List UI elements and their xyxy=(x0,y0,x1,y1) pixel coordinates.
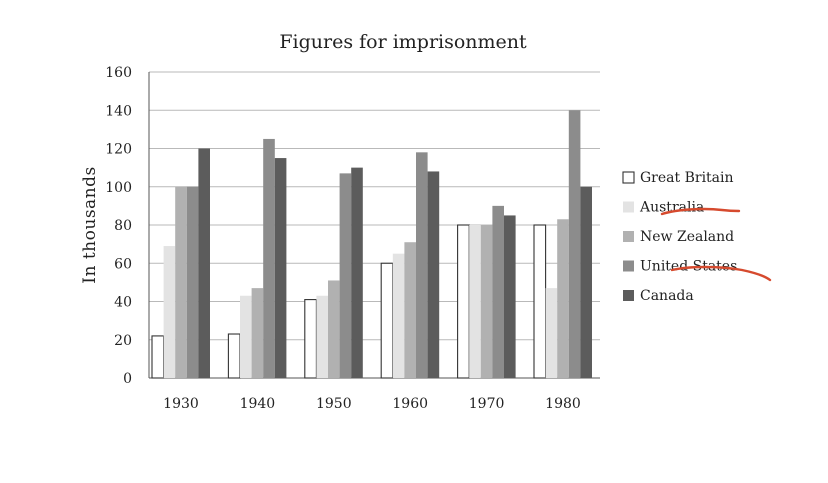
bar xyxy=(492,205,504,378)
grid-lines xyxy=(148,71,600,379)
bar xyxy=(568,110,581,378)
bar xyxy=(227,333,241,379)
bar xyxy=(274,158,287,378)
x-tick-label: 1930 xyxy=(163,396,199,412)
bar xyxy=(240,295,252,378)
bar xyxy=(304,299,317,379)
x-axis-ticks: 1930 1940 1950 1960 1970 1980 xyxy=(163,396,581,412)
bar xyxy=(457,224,470,379)
legend-label: Canada xyxy=(640,288,694,304)
legend-label: New Zealand xyxy=(640,229,734,245)
y-tick-label: 0 xyxy=(123,371,132,387)
legend-swatch xyxy=(623,201,634,213)
bar xyxy=(416,152,428,378)
bar xyxy=(151,335,165,379)
x-tick-label: 1950 xyxy=(316,396,352,412)
bar xyxy=(557,219,569,378)
y-tick-label: 120 xyxy=(105,142,132,158)
y-tick-label: 60 xyxy=(114,256,132,272)
x-tick-label: 1940 xyxy=(240,396,276,412)
legend-label: Australia xyxy=(639,200,704,216)
y-tick-label: 100 xyxy=(105,180,132,196)
bar xyxy=(316,295,328,378)
bar xyxy=(351,167,363,378)
legend-label: Great Britain xyxy=(640,170,734,186)
legend-swatch xyxy=(623,231,634,242)
bar xyxy=(580,186,592,378)
bar xyxy=(380,262,394,379)
bar xyxy=(533,224,547,379)
bar xyxy=(198,148,210,378)
annotation-stroke xyxy=(670,265,772,282)
handwritten-annotations xyxy=(660,207,772,282)
bar xyxy=(339,173,352,378)
bar xyxy=(427,171,440,378)
bar xyxy=(545,288,558,378)
bar xyxy=(504,215,516,378)
y-tick-label: 160 xyxy=(105,65,132,81)
bar xyxy=(186,186,199,378)
legend-swatch xyxy=(622,171,635,184)
legend-swatch xyxy=(623,260,634,272)
y-tick-label: 20 xyxy=(114,333,132,349)
y-tick-label: 140 xyxy=(105,103,132,119)
chart-title: Figures for imprisonment xyxy=(279,31,527,53)
y-tick-label: 80 xyxy=(114,218,132,234)
bar xyxy=(469,225,481,378)
bar xyxy=(480,225,493,378)
y-axis-label: In thousands xyxy=(80,166,100,283)
y-axis-ticks: 0 20 40 60 80 100 120 140 160 xyxy=(105,65,132,387)
x-tick-label: 1970 xyxy=(469,396,505,412)
y-tick-label: 40 xyxy=(114,295,132,311)
x-tick-label: 1960 xyxy=(392,396,428,412)
bar xyxy=(175,186,187,378)
annotation-stroke xyxy=(660,207,741,216)
bar xyxy=(392,253,405,378)
x-tick-label: 1980 xyxy=(545,396,581,412)
bar xyxy=(163,246,176,378)
legend-swatch xyxy=(623,290,634,301)
bar xyxy=(404,242,416,378)
bar xyxy=(251,288,264,378)
bars xyxy=(151,110,592,379)
bar xyxy=(263,138,275,378)
bar xyxy=(328,280,340,378)
